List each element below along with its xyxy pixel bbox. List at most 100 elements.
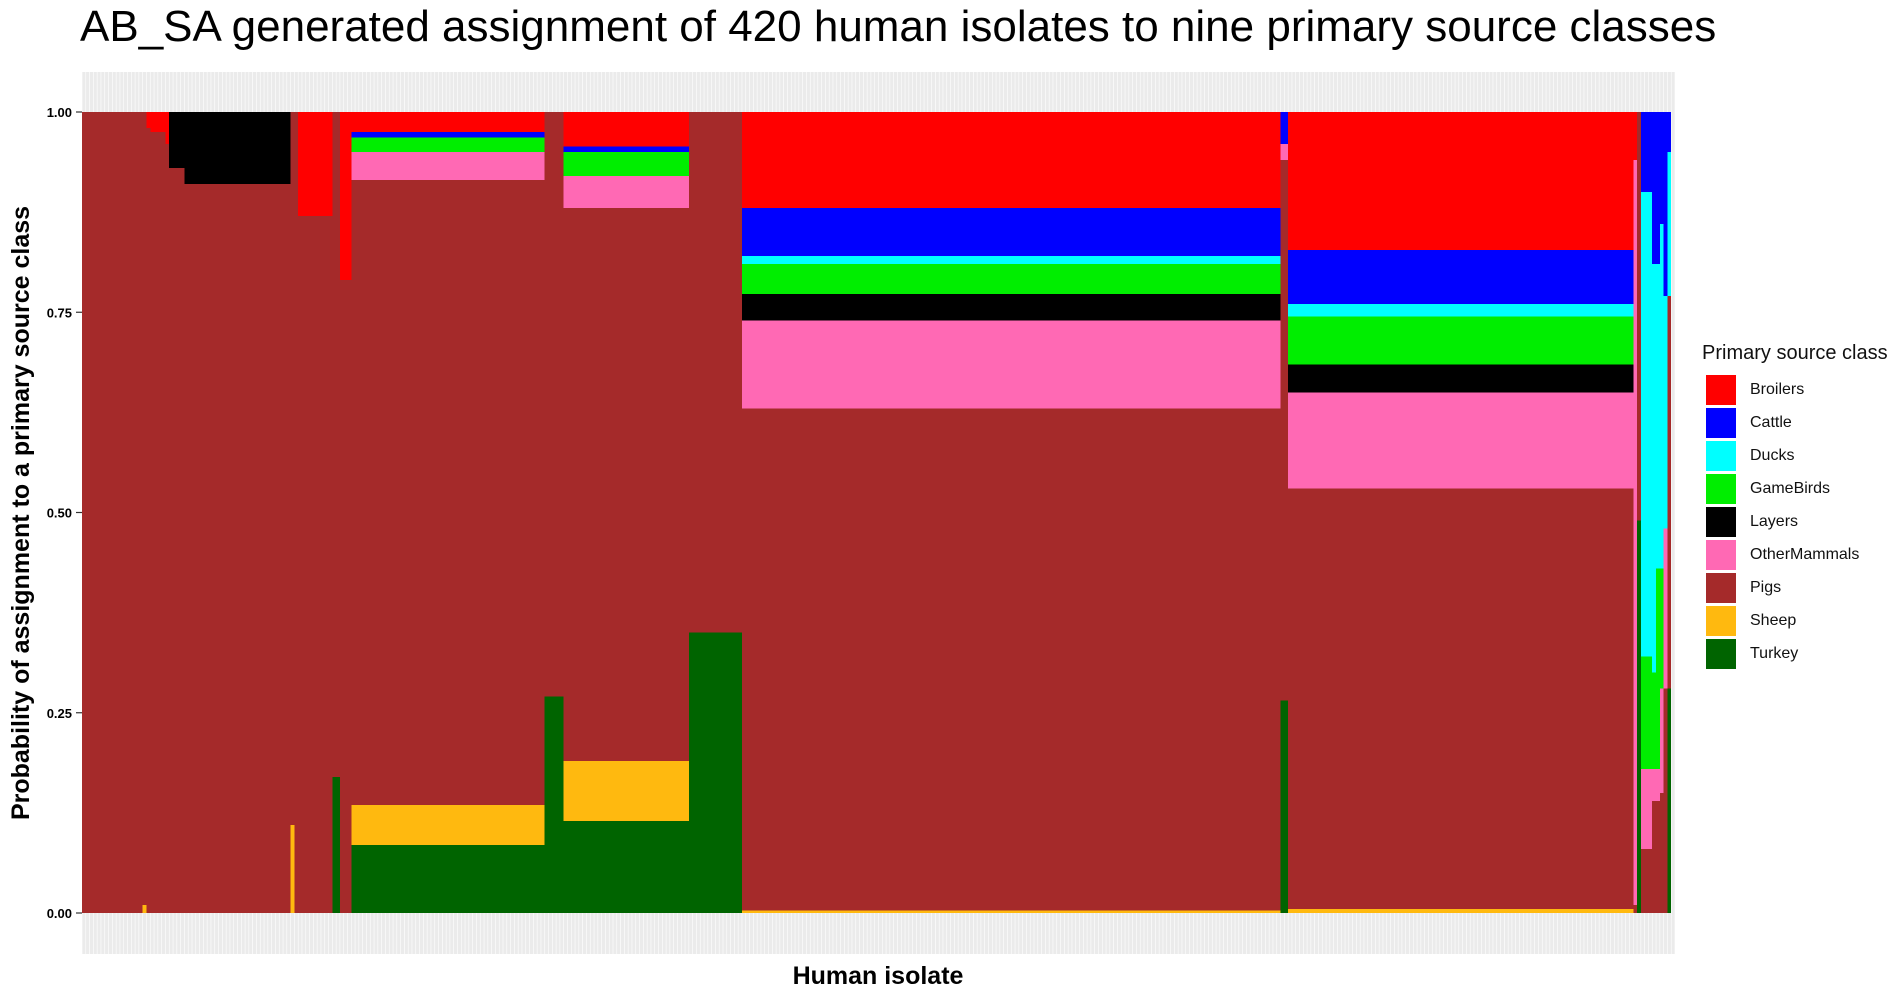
legend-key-turkey (1706, 638, 1736, 669)
bar-segment-pigs (544, 112, 564, 697)
bar-segment-sheep (290, 824, 295, 913)
legend-label: OtherMammals (1750, 545, 1860, 563)
bar-segment-layers (184, 112, 291, 185)
bar-segment-cattle (1652, 112, 1657, 265)
bar-segment-pigs (1280, 160, 1289, 701)
bar-segment-broilers (146, 112, 151, 129)
bar-segment-turkey (544, 696, 564, 913)
legend-key-layers (1706, 506, 1736, 537)
bar-segment-cattle (1288, 249, 1634, 305)
bar-segment-pigs (1659, 792, 1664, 913)
bar-segment-pigs (351, 180, 545, 805)
bar-segment-gamebirds (1648, 656, 1653, 769)
bar-segment-gamebirds (1288, 316, 1634, 365)
bar-segment-broilers (339, 112, 352, 281)
bar-segment-pigs (332, 112, 340, 777)
bar-segment-othermammals (351, 152, 545, 181)
bar-segment-pigs (1640, 848, 1645, 913)
legend-label: Layers (1750, 512, 1799, 530)
bar-segment-pigs (1667, 296, 1672, 689)
bar-segment-ducks (1288, 304, 1634, 317)
bar-segment-gamebirds (351, 137, 545, 153)
bar-segment-pigs (563, 208, 689, 761)
bar-segment-othermammals (1659, 688, 1664, 793)
bar-segment-cattle (1280, 112, 1289, 145)
bar-segment-cattle (1640, 112, 1645, 193)
bar-segment-cattle (1663, 112, 1668, 297)
bar-segment-turkey (1637, 520, 1641, 913)
bar-segment-pigs (290, 112, 295, 825)
legend-label: GameBirds (1750, 479, 1831, 497)
legend-key-othermammals (1706, 539, 1736, 570)
bar-segment-layers (169, 112, 185, 169)
bar-segment-pigs (1652, 800, 1657, 913)
bar-segment-cattle (563, 146, 689, 153)
y-tick-label: 0.25 (47, 706, 72, 721)
bar-segment-gamebirds (1644, 656, 1649, 769)
bar-segment-pigs (165, 144, 170, 914)
bar-segment-turkey (563, 820, 689, 913)
bar-segment-layers (741, 293, 1281, 321)
bar-segment-pigs (150, 132, 166, 913)
legend-key-sheep (1706, 605, 1736, 636)
legend-label: Sheep (1750, 611, 1797, 629)
legend-item-gamebirds: GameBirds (1702, 472, 1888, 505)
legend-item-broilers: Broilers (1702, 373, 1888, 406)
bar-segment-broilers (741, 112, 1281, 209)
bar-segment-broilers (563, 112, 689, 147)
legend-key-ducks (1706, 440, 1736, 471)
legend-key-pigs (1706, 572, 1736, 603)
bar-segment-turkey (688, 632, 742, 913)
legend-label: Broilers (1750, 380, 1805, 398)
bar-segment-ducks (1659, 224, 1664, 569)
bar-segment-sheep (351, 804, 545, 845)
bar-segment-othermammals (1280, 144, 1289, 161)
bar-segment-othermammals (1633, 160, 1638, 905)
bar-segment-othermammals (741, 320, 1281, 409)
legend-item-ducks: Ducks (1702, 439, 1888, 472)
bar-segment-gamebirds (1640, 656, 1645, 769)
bar-segment-sheep (741, 910, 1281, 913)
legend-label: Turkey (1750, 644, 1799, 662)
bar-segment-gamebirds (741, 264, 1281, 294)
bar-segment-pigs (184, 184, 291, 914)
bar-segment-cattle (1648, 112, 1653, 193)
bar-segment-broilers (1633, 112, 1638, 161)
legend-item-othermammals: OtherMammals (1702, 538, 1888, 571)
legend-label: Cattle (1750, 413, 1792, 431)
bar-segment-othermammals (1644, 768, 1649, 849)
bar-segment-pigs (688, 112, 742, 633)
bar-segment-broilers (165, 112, 170, 145)
bar-segment-pigs (741, 408, 1281, 911)
bar-segment-pigs (298, 216, 333, 913)
legend-item-pigs: Pigs (1702, 571, 1888, 604)
legend-item-sheep: Sheep (1702, 604, 1888, 637)
bar-segment-cattle (1656, 112, 1660, 265)
bar-segment-cattle (1659, 112, 1664, 225)
bar-segment-ducks (1663, 296, 1668, 529)
bar-segment-pigs (1656, 800, 1660, 913)
bar-segment-gamebirds (1659, 568, 1664, 689)
x-axis-title: Human isolate (793, 962, 964, 990)
bar-segment-pigs (1633, 904, 1638, 913)
legend-key-gamebirds (1706, 473, 1736, 504)
stacked-bars (82, 112, 1672, 914)
bar-segment-cattle (1644, 112, 1649, 193)
bar-segment-othermammals (1656, 768, 1660, 801)
bar-segment-othermammals (563, 176, 689, 209)
bar-segment-cattle (351, 132, 545, 138)
legend: Primary source class Broilers Cattle Ducks… (1702, 342, 1888, 670)
bar-segment-turkey (1667, 688, 1672, 913)
legend-key-cattle (1706, 407, 1736, 438)
bar-segment-broilers (298, 112, 333, 217)
bar-segment-pigs (1648, 848, 1653, 913)
y-tick-label: 0.75 (47, 305, 72, 320)
bar-segment-pigs (169, 168, 185, 913)
y-tick-label: 0.50 (47, 506, 72, 521)
legend-item-layers: Layers (1702, 505, 1888, 538)
bar-segment-ducks (1656, 264, 1660, 569)
legend-item-turkey: Turkey (1702, 637, 1888, 670)
bar-segment-ducks (1667, 152, 1672, 297)
bar-segment-pigs (82, 112, 143, 913)
